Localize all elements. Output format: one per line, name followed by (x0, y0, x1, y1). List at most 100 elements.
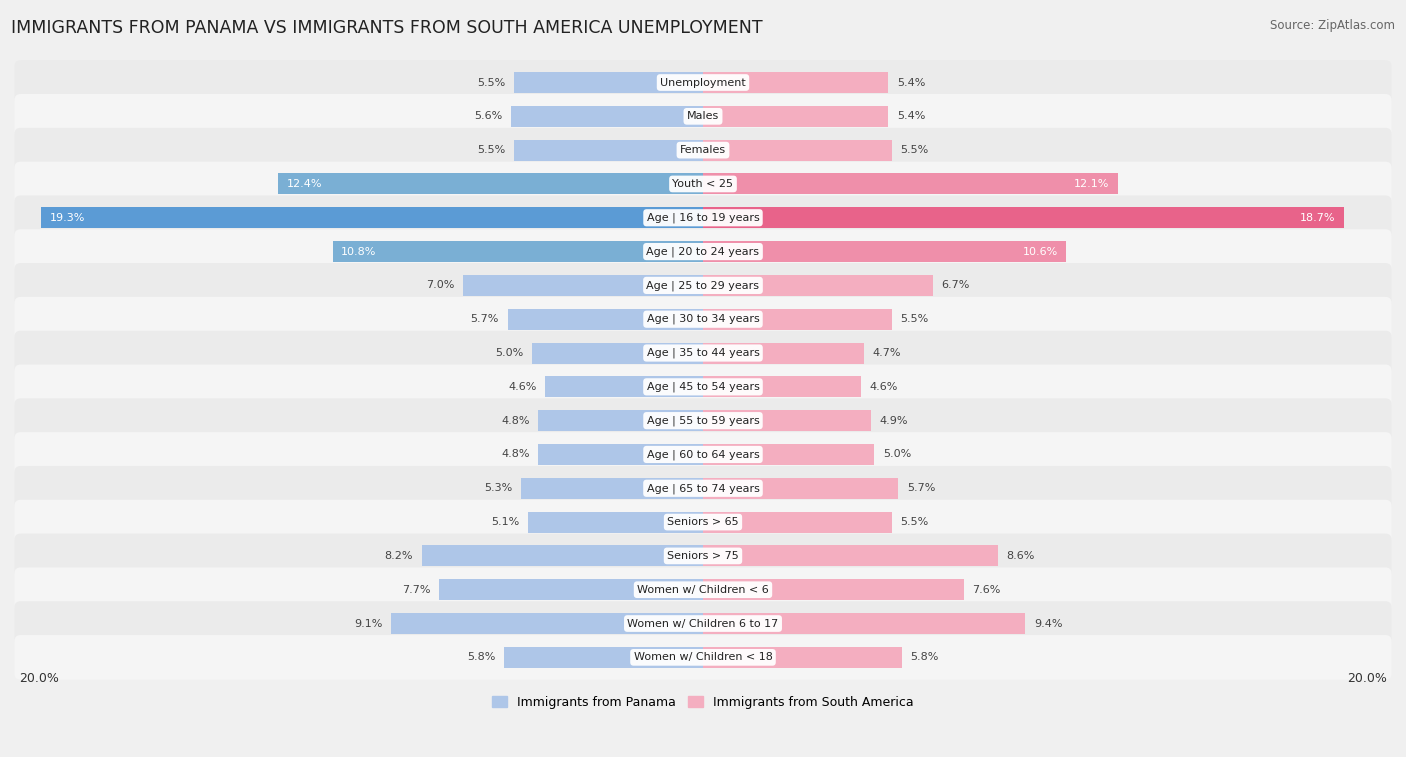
Text: 5.8%: 5.8% (467, 653, 495, 662)
Bar (515, 72, 703, 93)
Text: Age | 25 to 29 years: Age | 25 to 29 years (647, 280, 759, 291)
Text: 7.6%: 7.6% (972, 584, 1001, 595)
Bar (278, 173, 703, 195)
Bar (703, 139, 891, 160)
FancyBboxPatch shape (14, 601, 1392, 646)
Bar (505, 647, 703, 668)
Bar (538, 444, 703, 465)
Bar (703, 207, 1344, 229)
Text: Males: Males (688, 111, 718, 121)
Text: Source: ZipAtlas.com: Source: ZipAtlas.com (1270, 19, 1395, 32)
Bar (703, 106, 889, 127)
Text: 5.3%: 5.3% (485, 483, 513, 494)
Text: Age | 60 to 64 years: Age | 60 to 64 years (647, 449, 759, 459)
Text: 5.4%: 5.4% (897, 111, 925, 121)
Text: 7.7%: 7.7% (402, 584, 430, 595)
FancyBboxPatch shape (14, 263, 1392, 307)
FancyBboxPatch shape (14, 432, 1392, 477)
Text: 4.7%: 4.7% (873, 348, 901, 358)
Text: 9.1%: 9.1% (354, 618, 382, 628)
Bar (531, 342, 703, 363)
Text: IMMIGRANTS FROM PANAMA VS IMMIGRANTS FROM SOUTH AMERICA UNEMPLOYMENT: IMMIGRANTS FROM PANAMA VS IMMIGRANTS FRO… (11, 19, 763, 37)
Text: 12.1%: 12.1% (1074, 179, 1109, 189)
Bar (703, 410, 872, 431)
Bar (508, 309, 703, 330)
FancyBboxPatch shape (14, 128, 1392, 173)
Text: 4.9%: 4.9% (880, 416, 908, 425)
Text: 5.0%: 5.0% (495, 348, 523, 358)
FancyBboxPatch shape (14, 635, 1392, 680)
Bar (703, 647, 901, 668)
FancyBboxPatch shape (14, 331, 1392, 375)
Text: 5.5%: 5.5% (900, 517, 928, 527)
Bar (703, 72, 889, 93)
Text: 6.7%: 6.7% (942, 280, 970, 291)
Bar (703, 478, 898, 499)
Text: 12.4%: 12.4% (287, 179, 322, 189)
Text: 5.7%: 5.7% (471, 314, 499, 324)
Text: 19.3%: 19.3% (49, 213, 86, 223)
Bar (510, 106, 703, 127)
Text: Seniors > 75: Seniors > 75 (666, 551, 740, 561)
Text: 4.8%: 4.8% (502, 416, 530, 425)
Bar (703, 309, 891, 330)
Text: Women w/ Children < 18: Women w/ Children < 18 (634, 653, 772, 662)
FancyBboxPatch shape (14, 229, 1392, 274)
Text: 4.6%: 4.6% (869, 382, 897, 392)
Text: Women w/ Children 6 to 17: Women w/ Children 6 to 17 (627, 618, 779, 628)
Bar (703, 546, 998, 566)
Bar (703, 275, 932, 296)
Bar (703, 376, 860, 397)
Text: Age | 55 to 59 years: Age | 55 to 59 years (647, 416, 759, 426)
FancyBboxPatch shape (14, 162, 1392, 206)
Bar (546, 376, 703, 397)
Text: Women w/ Children < 6: Women w/ Children < 6 (637, 584, 769, 595)
Text: Age | 45 to 54 years: Age | 45 to 54 years (647, 382, 759, 392)
Bar (333, 241, 703, 262)
Text: 5.5%: 5.5% (900, 314, 928, 324)
Text: 8.2%: 8.2% (385, 551, 413, 561)
Text: Age | 65 to 74 years: Age | 65 to 74 years (647, 483, 759, 494)
Text: 5.5%: 5.5% (478, 145, 506, 155)
Text: 20.0%: 20.0% (1347, 671, 1388, 685)
FancyBboxPatch shape (14, 568, 1392, 612)
Bar (41, 207, 703, 229)
Bar (703, 512, 891, 533)
Text: 5.5%: 5.5% (478, 77, 506, 88)
Bar (529, 512, 703, 533)
FancyBboxPatch shape (14, 297, 1392, 341)
Text: Unemployment: Unemployment (661, 77, 745, 88)
Text: 5.7%: 5.7% (907, 483, 935, 494)
FancyBboxPatch shape (14, 195, 1392, 240)
Text: Age | 16 to 19 years: Age | 16 to 19 years (647, 213, 759, 223)
Bar (703, 613, 1025, 634)
Bar (538, 410, 703, 431)
Bar (703, 342, 865, 363)
Text: 10.8%: 10.8% (342, 247, 377, 257)
Text: 10.6%: 10.6% (1022, 247, 1057, 257)
FancyBboxPatch shape (14, 534, 1392, 578)
Text: Age | 20 to 24 years: Age | 20 to 24 years (647, 246, 759, 257)
Bar (703, 241, 1067, 262)
Text: 20.0%: 20.0% (18, 671, 59, 685)
Text: Age | 30 to 34 years: Age | 30 to 34 years (647, 314, 759, 325)
Text: 4.8%: 4.8% (502, 450, 530, 459)
Text: 5.1%: 5.1% (491, 517, 520, 527)
Bar (703, 579, 963, 600)
FancyBboxPatch shape (14, 94, 1392, 139)
Text: 7.0%: 7.0% (426, 280, 454, 291)
Bar (522, 478, 703, 499)
FancyBboxPatch shape (14, 398, 1392, 443)
Text: 5.4%: 5.4% (897, 77, 925, 88)
Text: 9.4%: 9.4% (1033, 618, 1063, 628)
Bar (422, 546, 703, 566)
Bar (391, 613, 703, 634)
Text: 5.6%: 5.6% (474, 111, 502, 121)
Text: 8.6%: 8.6% (1007, 551, 1035, 561)
Text: Youth < 25: Youth < 25 (672, 179, 734, 189)
Bar (703, 173, 1118, 195)
FancyBboxPatch shape (14, 365, 1392, 409)
Text: 5.0%: 5.0% (883, 450, 911, 459)
Bar (515, 139, 703, 160)
Text: 18.7%: 18.7% (1301, 213, 1336, 223)
